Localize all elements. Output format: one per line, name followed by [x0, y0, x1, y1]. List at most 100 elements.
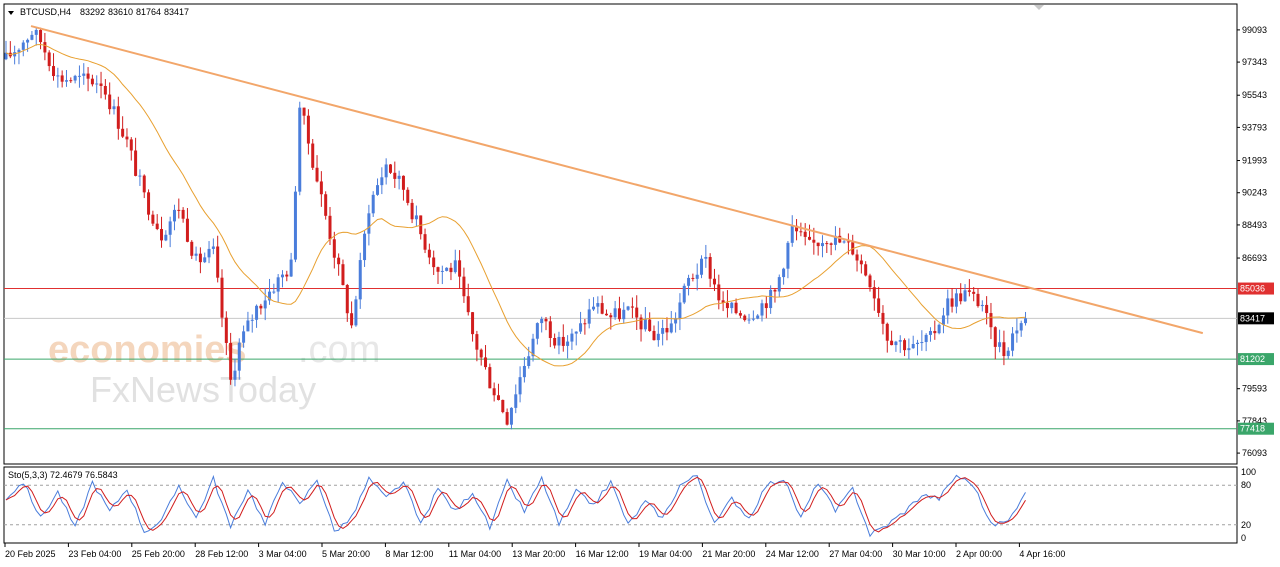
candle-body	[756, 315, 760, 319]
candle-body	[920, 342, 924, 344]
candle-body	[1006, 350, 1010, 357]
candle-body	[324, 194, 328, 216]
candle-body	[311, 143, 315, 168]
candle-body	[1011, 333, 1015, 351]
x-tick-label: 11 Mar 04:00	[449, 549, 501, 559]
candle-body	[121, 128, 125, 137]
x-tick-label: 23 Feb 04:00	[68, 549, 121, 559]
candle-body	[293, 191, 297, 260]
y-tick-label: 77843	[1242, 416, 1267, 426]
candle-body	[302, 107, 306, 116]
candle-body	[967, 290, 971, 292]
candle-body	[712, 278, 716, 285]
candle-body	[479, 349, 483, 358]
stochastic-oscillator: 100 80 20 0	[4, 467, 1256, 543]
candle-body	[773, 289, 777, 292]
stoch-signal-line	[5, 476, 1026, 533]
candle-body	[1015, 330, 1019, 334]
y-tick-label: 95543	[1242, 90, 1267, 100]
level-label-bg-resistance	[1238, 282, 1274, 295]
candle-body	[250, 319, 254, 321]
y-tick-label: 93793	[1242, 122, 1267, 132]
chart-shift-marker-icon[interactable]	[1034, 5, 1044, 10]
candle-body	[229, 342, 233, 380]
candle-body	[4, 52, 8, 60]
candle-body	[708, 256, 712, 279]
candle-body	[354, 299, 358, 326]
stoch-axis-label: 20	[1241, 520, 1251, 530]
candle-body	[86, 73, 90, 79]
candle-body	[440, 270, 444, 272]
candle-body	[462, 276, 466, 297]
candle-body	[881, 312, 885, 324]
y-tick-label: 76093	[1242, 448, 1267, 458]
candle-body	[903, 340, 907, 351]
candle-body	[64, 80, 68, 82]
dropdown-triangle-icon[interactable]	[8, 11, 14, 15]
x-tick-label: 8 Mar 12:00	[385, 549, 433, 559]
candle-body	[725, 302, 729, 309]
candle-body	[643, 319, 647, 330]
candle-body	[933, 331, 937, 334]
candle-body	[548, 321, 552, 338]
candle-body	[829, 243, 833, 245]
candle-body	[52, 66, 56, 77]
candle-body	[928, 331, 932, 335]
trendline[interactable]	[30, 25, 1204, 335]
main-plot-area[interactable]	[3, 3, 1238, 465]
y-tick-label: 88493	[1242, 220, 1267, 230]
candle-body	[90, 78, 94, 85]
stoch-axis-label: 100	[1241, 467, 1256, 477]
candle-body	[907, 348, 911, 351]
candle-body	[445, 267, 449, 271]
candle-body	[946, 298, 950, 316]
candle-body	[82, 73, 86, 76]
candle-body	[864, 264, 868, 276]
candle-body	[194, 253, 198, 256]
candle-body	[471, 312, 475, 335]
candle-body	[764, 303, 768, 309]
ohlc-open: 83292	[80, 7, 105, 17]
candle-body	[704, 256, 708, 259]
candle-body	[574, 331, 578, 334]
candle-body	[682, 285, 686, 303]
candle-body	[263, 300, 267, 309]
candle-body	[298, 107, 302, 192]
descending-trendline[interactable]	[30, 25, 1204, 335]
candle-body	[393, 172, 397, 179]
x-tick-label: 4 Apr 16:00	[1019, 549, 1065, 559]
candle-body	[198, 253, 202, 263]
candle-body	[747, 319, 751, 321]
candle-body	[259, 305, 263, 309]
candle-body	[272, 291, 276, 293]
y-tick-label: 97343	[1242, 57, 1267, 67]
candle-body	[423, 234, 427, 250]
candle-body	[695, 274, 699, 279]
candle-body	[142, 175, 146, 193]
candle-body	[531, 338, 535, 357]
candle-body	[134, 150, 138, 176]
y-tick-label: 86693	[1242, 253, 1267, 263]
candle-body	[181, 209, 185, 219]
candle-body	[108, 94, 112, 110]
candle-body	[665, 328, 669, 333]
candle-body	[138, 175, 142, 177]
candle-body	[859, 260, 863, 265]
candle-body	[540, 318, 544, 324]
candle-body	[592, 306, 596, 310]
candle-body	[384, 164, 388, 178]
chart-header: BTCUSD,H4 83292 83610 81764 83417	[8, 7, 189, 17]
candle-body	[877, 298, 881, 313]
level-label-resistance: 85036	[1240, 284, 1265, 294]
candle-body	[872, 287, 876, 299]
level-label-bg-support1	[1238, 353, 1274, 366]
candle-body	[410, 202, 414, 220]
candle-body	[501, 399, 505, 413]
x-tick-label: 3 Mar 04:00	[259, 549, 307, 559]
candle-body	[527, 356, 531, 366]
candle-body	[626, 306, 630, 310]
y-tick-label: 91993	[1242, 156, 1267, 166]
candle-body	[989, 313, 993, 328]
candle-body	[246, 320, 250, 332]
